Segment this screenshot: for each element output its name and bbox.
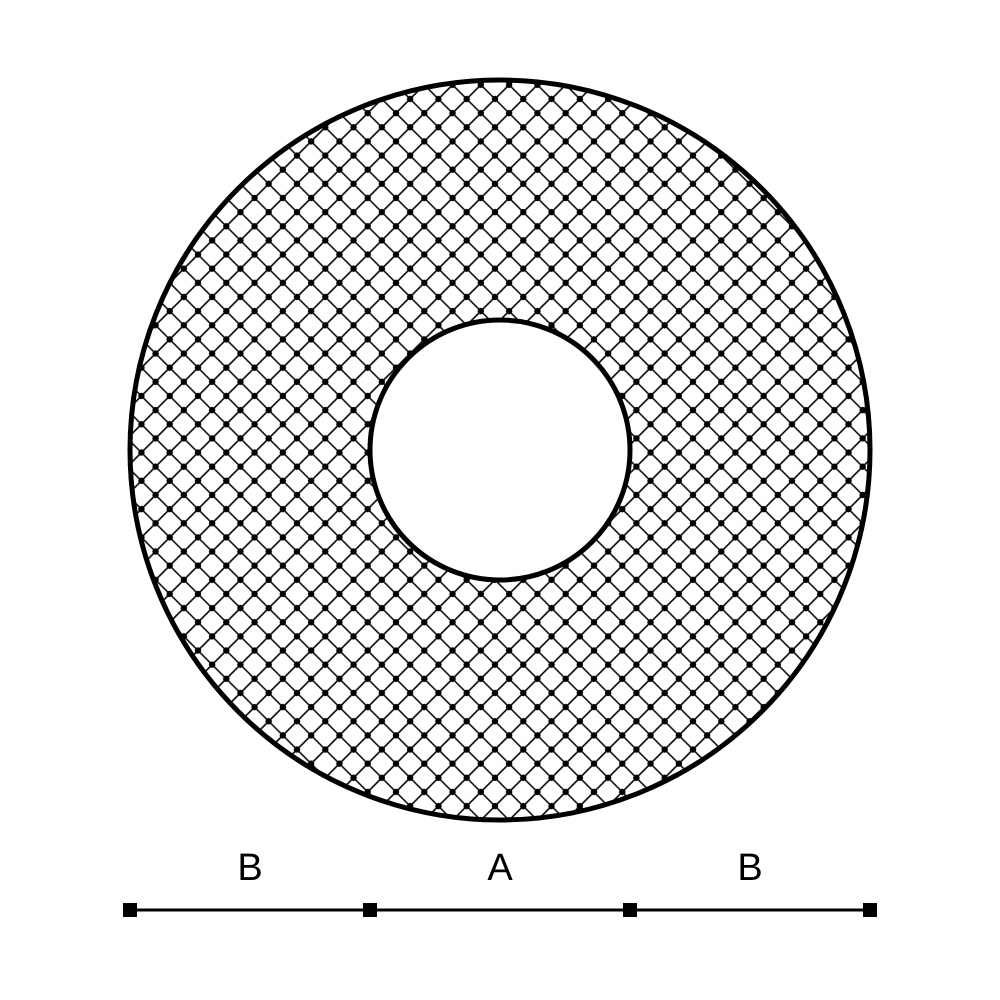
dimension-label: B xyxy=(237,847,262,889)
dimension-label: A xyxy=(487,847,513,889)
dimension-tick xyxy=(363,903,377,917)
dimension-tick xyxy=(863,903,877,917)
dimension-label: B xyxy=(737,847,762,889)
washer-cross-section-diagram: BAB xyxy=(0,0,1000,1000)
dimension-tick xyxy=(623,903,637,917)
dimension-tick xyxy=(123,903,137,917)
